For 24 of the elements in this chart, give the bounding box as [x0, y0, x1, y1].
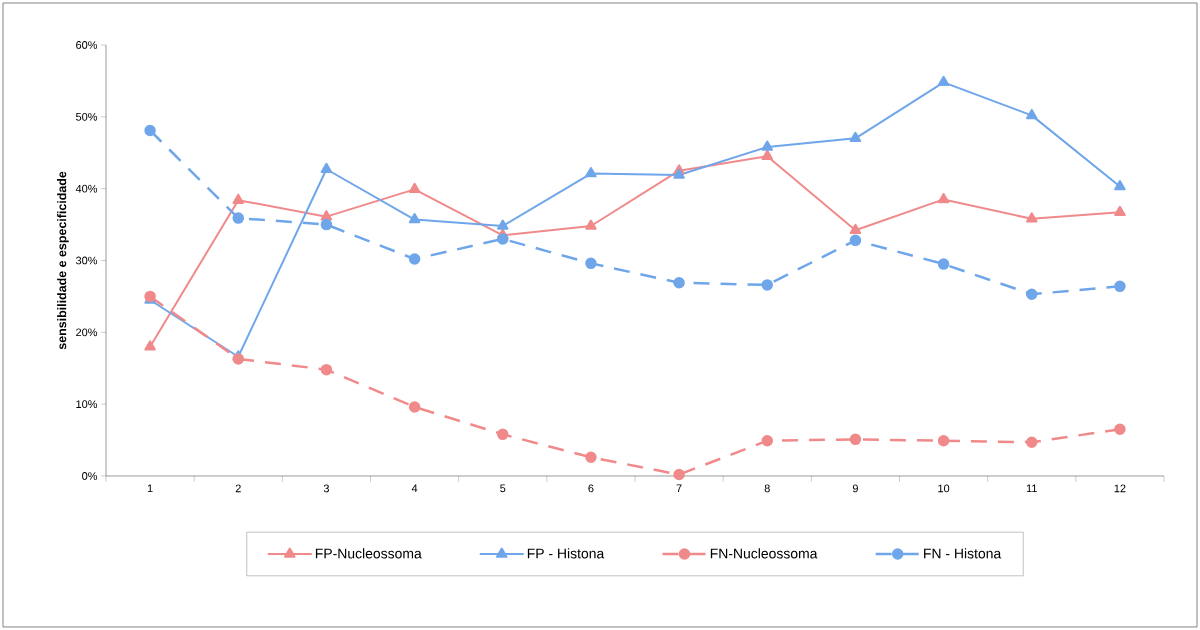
y-tick-label: 60% [76, 41, 98, 49]
x-tick-label: 11 [1026, 484, 1037, 493]
x-tick-label: 12 [1114, 484, 1126, 493]
x-tick-label: 4 [411, 484, 418, 493]
y-axis-title: sensibilidade e especificidade [57, 171, 69, 350]
x-tick-label: 10 [938, 484, 950, 493]
x-tick-label: 6 [588, 484, 594, 493]
x-tick-label: 9 [852, 484, 858, 493]
x-tick-label: 2 [235, 484, 241, 493]
legend-label: FP-Nucleossoma [315, 548, 422, 559]
x-tick-label: 5 [500, 484, 506, 493]
y-tick-label: 20% [76, 328, 98, 337]
y-tick-label: 30% [75, 256, 98, 265]
x-tick-label: 3 [323, 484, 329, 493]
y-tick-label: 50% [75, 112, 98, 121]
y-tick-label: 0% [82, 472, 98, 480]
y-tick-label: 10% [76, 400, 98, 409]
legend-label: FN-Nucleossoma [710, 548, 818, 559]
x-tick-label: 7 [676, 484, 682, 493]
legend-label: FP - Histona [527, 548, 605, 559]
legend-label: FN - Histona [924, 548, 1002, 559]
x-tick-label: 8 [764, 484, 770, 493]
y-tick-label: 40% [75, 184, 98, 193]
x-tick-label: 1 [147, 484, 153, 493]
